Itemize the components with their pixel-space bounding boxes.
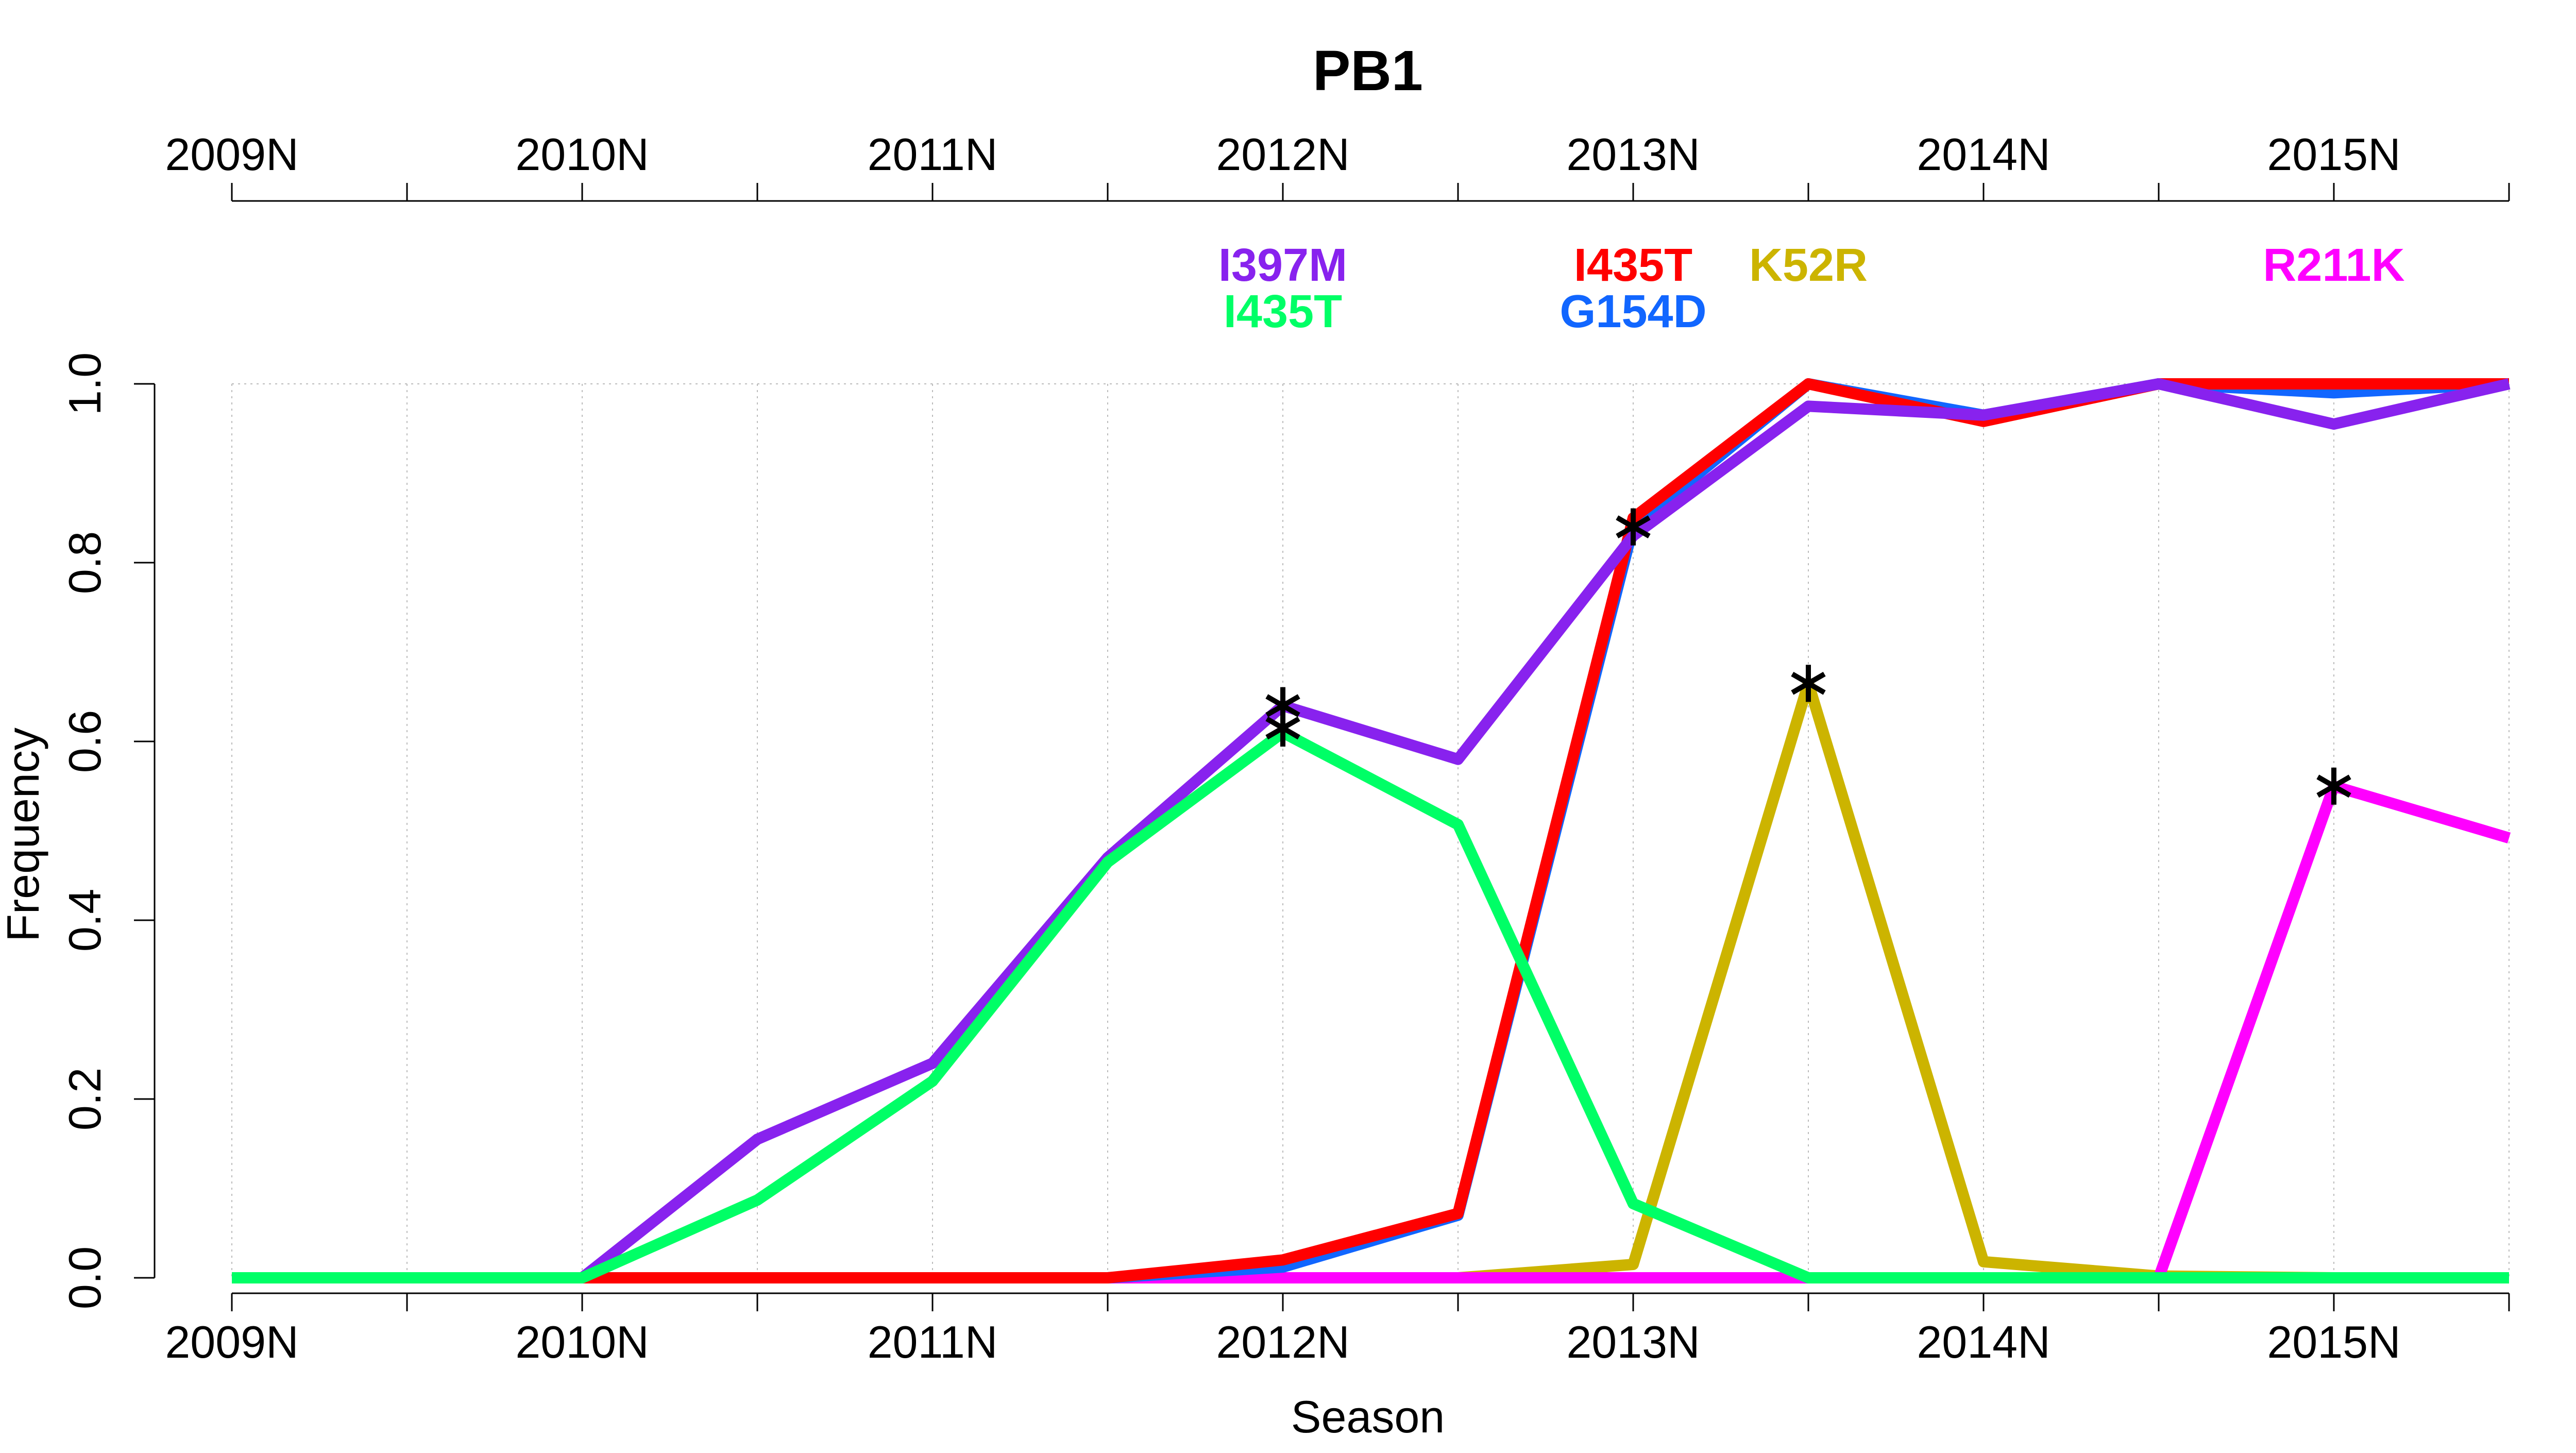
mutation-label: I435T <box>1574 240 1692 291</box>
series-line-r211k <box>232 780 2511 1283</box>
mutation-label: K52R <box>1749 240 1868 291</box>
mutation-label: G154D <box>1560 286 1706 337</box>
significance-marker <box>2316 767 2351 805</box>
y-tick-label: 1.0 <box>59 352 110 415</box>
chart-title: PB1 <box>1313 39 1423 103</box>
x-tick-label-bottom: 2015N <box>2267 1316 2400 1367</box>
x-tick-label-top: 2012N <box>1216 129 1349 180</box>
significance-markers <box>1265 508 2351 805</box>
significance-marker <box>1616 508 1651 546</box>
asterisk-stroke <box>1616 515 1651 538</box>
mutation-label: I435T <box>1224 286 1342 337</box>
y-axis-label: Frequency <box>0 728 48 942</box>
asterisk-stroke <box>1265 716 1300 740</box>
x-tick-label-top: 2013N <box>1566 129 1700 180</box>
y-tick-label: 0.4 <box>59 889 110 952</box>
ticks: 2009N 2009N 2010N 2010N 2011N 2011N 2012N 2012N… <box>59 129 2510 1367</box>
x-tick-label-bottom: 2011N <box>868 1316 998 1367</box>
significance-marker <box>1265 709 1300 747</box>
y-tick-label: 0.6 <box>59 710 110 773</box>
series-line-i435t <box>232 727 2509 1283</box>
mutation-label: R211K <box>2263 240 2404 291</box>
x-tick-label-bottom: 2013N <box>1566 1316 1700 1367</box>
x-tick-label-top: 2014N <box>1917 129 2050 180</box>
axes <box>154 200 2509 1294</box>
x-tick-label-bottom: 2009N <box>165 1316 298 1367</box>
significance-marker <box>1791 665 1826 702</box>
y-tick-label: 0.0 <box>59 1246 110 1309</box>
series <box>232 378 2511 1283</box>
mutation-label: I397M <box>1218 240 1347 291</box>
x-axis-label: Season <box>1291 1391 1445 1442</box>
x-tick-label-top: 2015N <box>2267 129 2400 180</box>
asterisk-stroke <box>1791 671 1826 695</box>
x-tick-label-top: 2009N <box>165 129 298 180</box>
series-line-g154d <box>232 378 2510 1283</box>
x-tick-label-top: 2010N <box>515 129 649 180</box>
grid <box>231 383 2510 1278</box>
x-tick-label-bottom: 2010N <box>515 1316 649 1367</box>
asterisk-stroke <box>1265 694 1300 717</box>
y-tick-label: 0.2 <box>59 1068 110 1130</box>
series-line-i435t <box>232 378 2509 1283</box>
series-line-i397m <box>232 378 2511 1283</box>
x-tick-label-bottom: 2012N <box>1216 1316 1349 1367</box>
y-tick-label: 0.8 <box>59 531 110 594</box>
x-tick-label-top: 2011N <box>868 129 998 180</box>
asterisk-stroke <box>2316 774 2351 798</box>
x-tick-label-bottom: 2014N <box>1917 1316 2050 1367</box>
